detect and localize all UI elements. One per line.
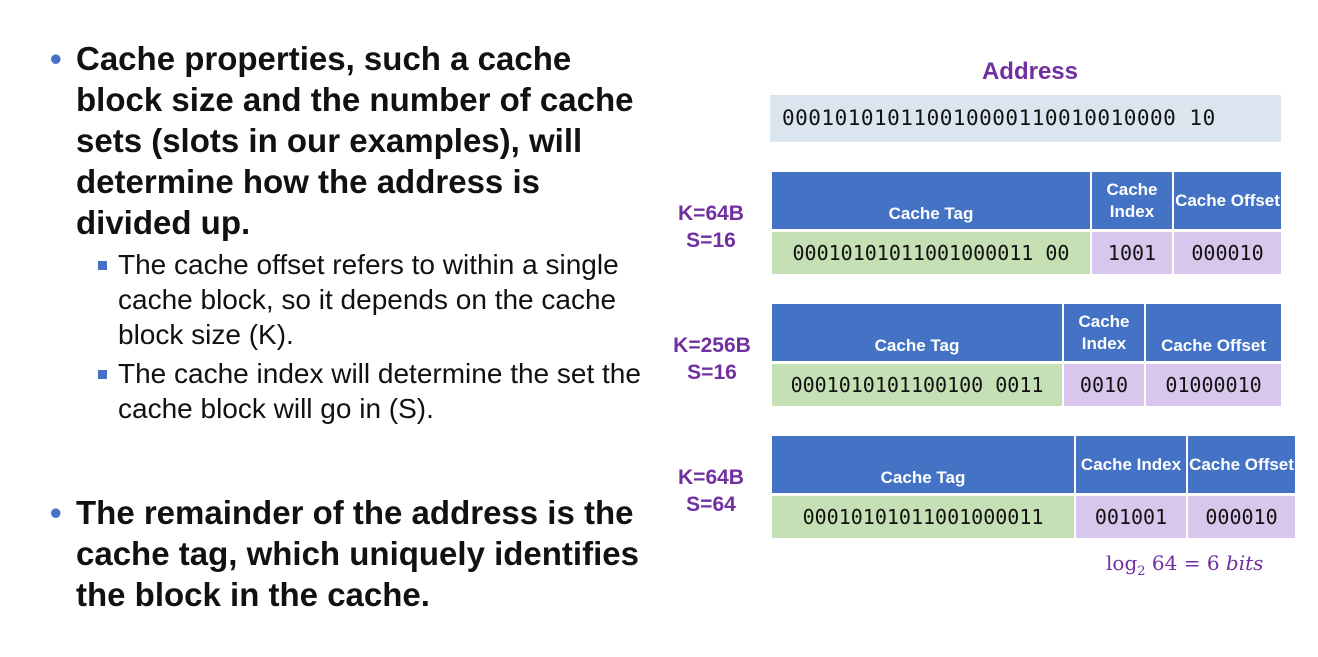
bullet-text: The remainder of the address is the cach… xyxy=(76,494,639,613)
split-table-3: Cache Tag Cache Index Cache Offset 00010… xyxy=(772,436,1295,538)
log-expr: 64 = 6 xyxy=(1151,551,1226,575)
sub-bullet-offset: The cache offset refers to within a sing… xyxy=(98,247,650,352)
log-base: 2 xyxy=(1137,564,1146,579)
config-label: K=64B S=64 xyxy=(662,464,760,518)
header-cache-offset: Cache Offset xyxy=(1188,436,1295,493)
k-label: K=64B xyxy=(678,202,744,225)
index-bits: 1001 xyxy=(1092,232,1172,274)
split-table-2: Cache Tag Cache Index Cache Offset 00010… xyxy=(772,304,1281,406)
tag-bits: 0001010101100100 0011 xyxy=(772,364,1062,406)
header-cache-index: Cache Index xyxy=(1064,304,1144,361)
address-title: Address xyxy=(981,58,1079,85)
bullet-dot-icon: • xyxy=(50,40,62,77)
header-cache-offset: Cache Offset xyxy=(1174,172,1281,229)
bullet-list: • Cache properties, such a cache block s… xyxy=(50,38,650,426)
header-cache-offset: Cache Offset xyxy=(1146,304,1281,361)
tag-bits: 00010101011001000011 00 xyxy=(772,232,1090,274)
index-bits: 001001 xyxy=(1076,496,1186,538)
square-bullet-icon xyxy=(98,370,107,379)
config-label: K=64B S=16 xyxy=(662,200,760,254)
bullet-text: Cache properties, such a cache block siz… xyxy=(76,40,634,241)
log-unit: bits xyxy=(1225,551,1264,575)
square-bullet-icon xyxy=(98,261,107,270)
header-cache-tag: Cache Tag xyxy=(772,436,1074,493)
header-cache-index: Cache Index xyxy=(1076,436,1186,493)
log-formula: log2 64 = 6 bits xyxy=(1106,551,1263,579)
header-cache-tag: Cache Tag xyxy=(772,172,1090,229)
sub-bullet-text: The cache index will determine the set t… xyxy=(118,358,641,424)
tag-bits: 00010101011001000011 xyxy=(772,496,1074,538)
bullet-dot-icon: • xyxy=(50,494,62,531)
index-bits: 0010 xyxy=(1064,364,1144,406)
k-label: K=256B xyxy=(673,334,751,357)
offset-bits: 000010 xyxy=(1174,232,1281,274)
s-label: S=16 xyxy=(687,361,737,384)
sub-bullet-index: The cache index will determine the set t… xyxy=(98,356,650,426)
s-label: S=16 xyxy=(686,229,736,252)
log-fn: log xyxy=(1106,551,1138,575)
bullet-cache-tag: • The remainder of the address is the ca… xyxy=(50,492,650,615)
header-cache-index: Cache Index xyxy=(1092,172,1172,229)
bullet-cache-properties: • Cache properties, such a cache block s… xyxy=(50,38,650,243)
split-table-1: Cache Tag Cache Index Cache Offset 00010… xyxy=(772,172,1281,274)
offset-bits: 000010 xyxy=(1188,496,1295,538)
header-cache-tag: Cache Tag xyxy=(772,304,1062,361)
address-bits: 000101010110010000110010010000 10 xyxy=(770,95,1281,142)
config-label: K=256B S=16 xyxy=(660,332,764,386)
sub-bullet-text: The cache offset refers to within a sing… xyxy=(118,249,619,350)
s-label: S=64 xyxy=(686,493,736,516)
k-label: K=64B xyxy=(678,466,744,489)
offset-bits: 01000010 xyxy=(1146,364,1281,406)
